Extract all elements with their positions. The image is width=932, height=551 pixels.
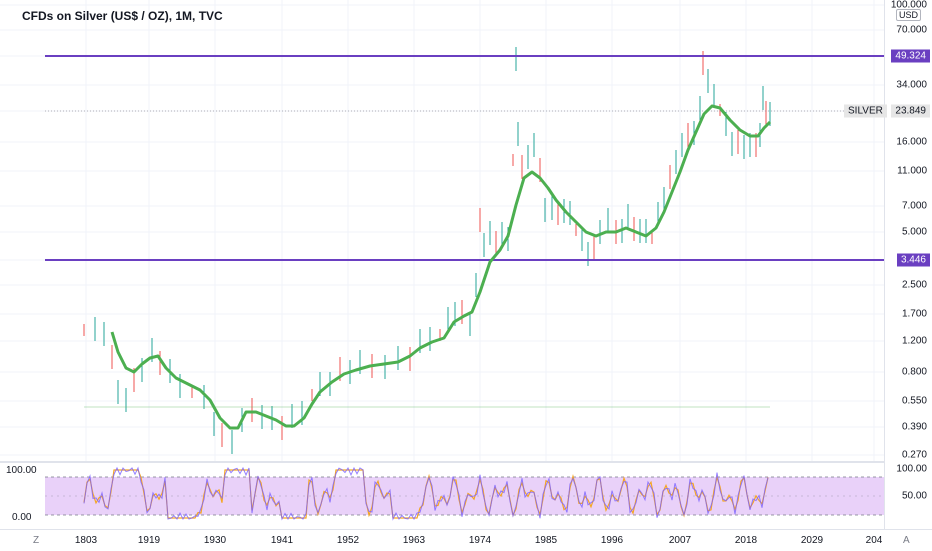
price-tick: 0.800 [901,366,927,378]
price-candles [83,47,771,454]
time-label: 2007 [668,535,692,546]
time-label: 1985 [534,535,558,546]
price-tick: 70.000 [896,24,927,36]
time-label: 204 [865,535,883,546]
time-label: 1996 [600,535,624,546]
osc-left-bottom-label: 0.00 [12,512,32,523]
price-tick: 16.000 [896,136,927,148]
upper-line-price-badge: 49.324 [891,49,930,63]
time-label: 1919 [137,535,161,546]
main-chart-pane[interactable]: CFDs on Silver (US$ / OZ), 1M, TVC [0,0,884,461]
price-tick: 1.700 [901,308,927,320]
price-tick: 0.550 [901,395,927,407]
time-label: 1930 [203,535,227,546]
symbol-label: SILVER [844,104,887,118]
chart-grid [0,0,884,461]
auto-scale-button[interactable]: A [903,535,910,546]
chart-title: CFDs on Silver (US$ / OZ), 1M, TVC [22,9,223,23]
price-tick: 7.000 [901,200,927,212]
osc-right-top-label: 100.00 [896,463,927,475]
price-tick: 11.000 [897,165,927,177]
time-label: 2029 [800,535,824,546]
osc-left-top-label: 100.00 [6,465,37,476]
lower-line-price-badge: 3.446 [896,253,930,267]
zoom-reset-button[interactable]: Z [33,535,40,546]
time-label: 1941 [270,535,294,546]
price-tick: 5.000 [901,226,927,238]
moving-average-line [110,104,772,430]
time-label: 1952 [336,535,360,546]
price-tick: 34.000 [896,79,927,91]
price-tick: 2.500 [901,279,927,291]
price-chart-svg[interactable] [0,0,884,461]
current-price-badge: 23.849 [891,104,930,118]
pane-separator[interactable] [0,461,884,463]
oscillator-pane[interactable]: 100.00 0.00 [0,463,884,529]
time-label: 2018 [734,535,758,546]
time-axis[interactable] [0,529,932,551]
price-tick: 0.390 [901,421,927,433]
osc-right-mid-label: 50.00 [901,490,927,502]
time-label: 1974 [468,535,492,546]
time-label: 1803 [74,535,98,546]
currency-button[interactable]: USD [896,9,922,21]
price-tick: 100.000 [890,0,927,11]
oscillator-svg[interactable] [0,463,884,529]
oscillator-line-d [83,466,769,521]
time-label: 1963 [402,535,426,546]
price-tick: 1.200 [901,335,927,347]
price-tick: 0.270 [901,449,927,461]
